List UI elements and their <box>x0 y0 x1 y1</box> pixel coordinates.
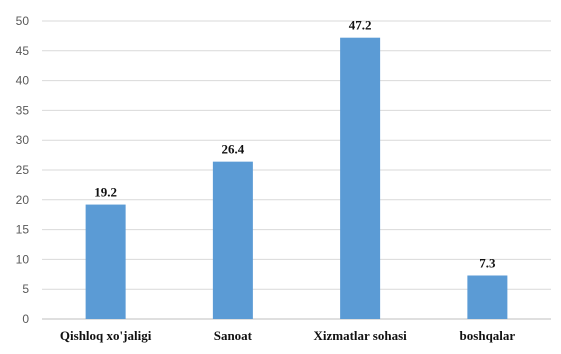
y-tick-label: 25 <box>16 163 30 177</box>
category-label: Qishloq xo'jaligi <box>60 328 152 343</box>
category-label: boshqalar <box>460 328 516 343</box>
y-tick-label: 5 <box>22 282 29 296</box>
data-label: 19.2 <box>94 185 117 200</box>
data-label: 7.3 <box>479 255 496 270</box>
y-tick-label: 20 <box>16 193 30 207</box>
bar <box>213 162 253 319</box>
data-label: 47.2 <box>349 18 372 33</box>
y-tick-label: 40 <box>16 74 30 88</box>
data-label: 26.4 <box>222 142 245 157</box>
y-tick-label: 0 <box>22 312 29 326</box>
y-tick-label: 50 <box>16 14 30 28</box>
y-tick-label: 45 <box>16 44 30 58</box>
bar <box>86 205 126 319</box>
y-tick-label: 10 <box>16 252 30 266</box>
bar <box>340 38 380 319</box>
category-label: Sanoat <box>214 328 253 343</box>
y-tick-label: 35 <box>16 103 30 117</box>
y-tick-label: 30 <box>16 133 30 147</box>
y-tick-label: 15 <box>16 223 30 237</box>
category-label: Xizmatlar sohasi <box>313 328 407 343</box>
bar <box>467 275 507 319</box>
